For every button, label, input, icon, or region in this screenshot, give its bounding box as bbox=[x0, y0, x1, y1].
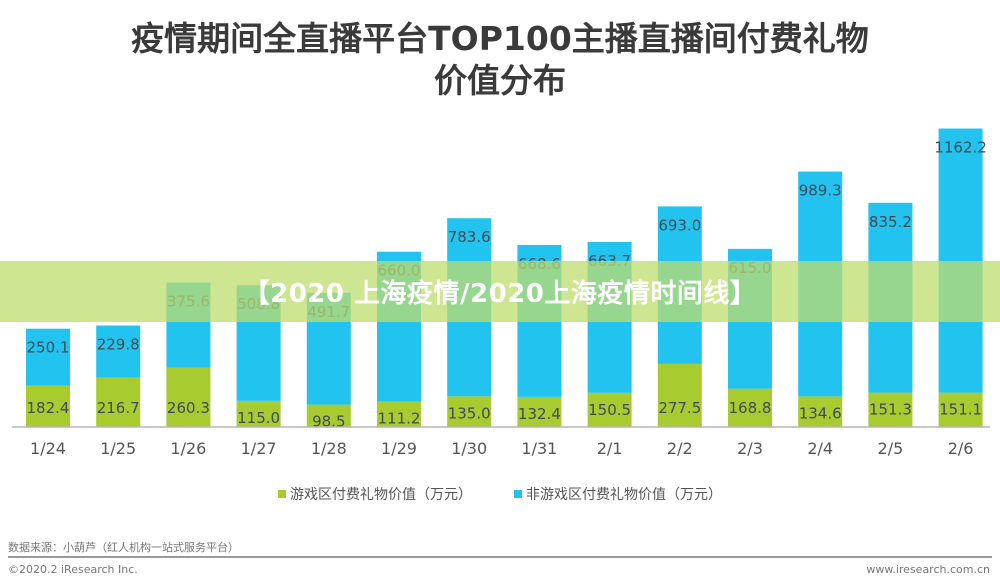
website-link[interactable]: www.iresearch.com.cn bbox=[866, 563, 990, 576]
x-tick-label: 1/28 bbox=[311, 439, 347, 458]
x-tick-label: 1/26 bbox=[170, 439, 206, 458]
x-tick-label: 2/3 bbox=[737, 439, 763, 458]
bar-game-1/30 bbox=[447, 396, 492, 427]
bar-game-2/6 bbox=[938, 392, 983, 427]
x-tick-label: 2/4 bbox=[807, 439, 833, 458]
data-label-nongame: 989.3 bbox=[799, 182, 842, 200]
copyright: ©2020.2 iResearch Inc. bbox=[8, 563, 138, 576]
legend-item-game: 游戏区付费礼物价值（万元） bbox=[278, 484, 472, 504]
x-tick-label: 1/24 bbox=[30, 439, 66, 458]
x-tick-label: 2/5 bbox=[878, 439, 904, 458]
data-label-game: 216.7 bbox=[97, 399, 140, 417]
legend-label-nongame: 非游戏区付费礼物价值（万元） bbox=[526, 487, 722, 503]
bar-game-2/5 bbox=[868, 392, 913, 427]
legend: 游戏区付费礼物价值（万元） 非游戏区付费礼物价值（万元） bbox=[0, 484, 1000, 504]
chart-title-line1: 疫情期间全直播平台TOP100主播直播间付费礼物 bbox=[131, 19, 869, 58]
data-label-nongame: 835.2 bbox=[869, 213, 912, 231]
data-label-nongame: 1162.2 bbox=[934, 139, 987, 157]
data-label-game: 150.5 bbox=[588, 401, 631, 419]
chart-title-line2: 价值分布 bbox=[434, 61, 566, 100]
data-label-game: 182.4 bbox=[27, 399, 70, 417]
bar-game-2/2 bbox=[657, 363, 702, 427]
bar-game-1/28 bbox=[306, 404, 351, 427]
bar-nongame-1/25 bbox=[96, 325, 141, 378]
x-tick-label: 2/6 bbox=[948, 439, 974, 458]
bar-game-1/25 bbox=[96, 377, 141, 427]
data-label-game: 277.5 bbox=[658, 399, 701, 417]
data-label-game: 134.6 bbox=[799, 404, 842, 422]
bar-nongame-2/6 bbox=[938, 128, 983, 393]
overlay-banner[interactable]: 【2020 上海疫情/2020上海疫情时间线】 bbox=[0, 261, 1000, 322]
data-label-game: 260.3 bbox=[167, 399, 210, 417]
data-label-game: 151.1 bbox=[939, 401, 982, 419]
legend-swatch-game bbox=[278, 490, 286, 498]
bar-game-2/3 bbox=[728, 388, 772, 427]
data-source: 数据来源：小葫芦（红人机构一站式服务平台） bbox=[8, 541, 239, 554]
legend-label-game: 游戏区付费礼物价值（万元） bbox=[290, 487, 472, 503]
data-label-nongame: 250.1 bbox=[27, 339, 70, 357]
x-tick-label: 2/2 bbox=[667, 439, 693, 458]
data-label-game: 135.0 bbox=[448, 404, 491, 422]
banner-text[interactable]: 【2020 上海疫情/2020上海疫情时间线】 bbox=[243, 279, 757, 309]
data-label-game: 132.4 bbox=[518, 405, 561, 423]
data-label-nongame: 783.6 bbox=[448, 228, 491, 246]
bar-game-1/26 bbox=[166, 367, 211, 427]
x-tick-label: 1/31 bbox=[521, 439, 557, 458]
x-tick-label: 1/30 bbox=[451, 439, 487, 458]
x-tick-label: 1/25 bbox=[100, 439, 136, 458]
x-tick-label: 2/1 bbox=[597, 439, 623, 458]
x-tick-label: 1/29 bbox=[381, 439, 417, 458]
stacked-bar-chart: 182.4250.1216.7229.8260.3375.6115.0508.8… bbox=[12, 128, 990, 458]
data-label-game: 111.2 bbox=[378, 410, 421, 428]
legend-item-nongame: 非游戏区付费礼物价值（万元） bbox=[514, 484, 722, 504]
bar-game-2/1 bbox=[587, 392, 632, 427]
data-label-nongame: 229.8 bbox=[97, 336, 140, 354]
bar-game-2/4 bbox=[798, 396, 843, 427]
data-label-game: 115.0 bbox=[237, 409, 280, 427]
footer-divider bbox=[8, 556, 992, 558]
x-tick-label: 1/27 bbox=[241, 439, 277, 458]
bar-game-1/31 bbox=[517, 396, 562, 427]
bar-game-1/27 bbox=[236, 400, 281, 427]
bar-game-1/24 bbox=[26, 385, 70, 427]
legend-swatch-nongame bbox=[514, 490, 522, 498]
data-label-game: 168.8 bbox=[729, 399, 772, 417]
data-label-game: 151.3 bbox=[869, 401, 912, 419]
data-label-game: 98.5 bbox=[312, 413, 345, 431]
bar-game-1/29 bbox=[377, 401, 421, 427]
data-label-nongame: 693.0 bbox=[658, 216, 701, 234]
bar-nongame-1/24 bbox=[26, 328, 70, 386]
